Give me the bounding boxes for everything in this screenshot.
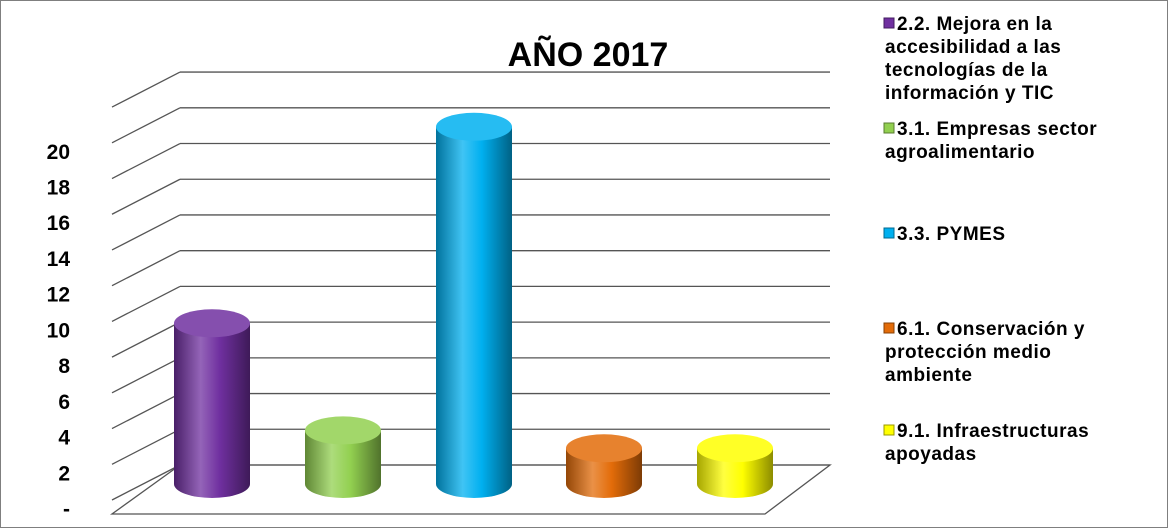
y-tick-label: 4 xyxy=(58,427,70,450)
grid-diagonal xyxy=(111,71,181,108)
bar-1 xyxy=(174,309,250,498)
bar-top xyxy=(174,309,250,338)
y-tick-label: 8 xyxy=(58,355,70,378)
grid-diagonal xyxy=(111,285,181,322)
legend-label: tecnologías de la xyxy=(885,60,1048,81)
bar-body xyxy=(436,126,512,499)
legend-item: 3.3. PYMES xyxy=(883,224,1006,245)
legend-label: accesibilidad a las xyxy=(885,37,1061,58)
grid-diagonal xyxy=(111,107,181,144)
bar-body xyxy=(566,448,642,498)
legend-label: protección medio xyxy=(885,342,1051,363)
grid-diagonal xyxy=(111,142,181,180)
legend-swatch xyxy=(883,227,895,239)
bar-top xyxy=(697,434,773,463)
grid-diagonal xyxy=(111,428,181,465)
legend-label: 9.1. Infraestructuras xyxy=(897,421,1089,442)
y-tick-label: 18 xyxy=(47,177,71,200)
legend-swatch xyxy=(883,122,895,134)
legend-label: información y TIC xyxy=(885,83,1054,104)
y-tick-label: 16 xyxy=(47,212,70,235)
grid-diagonal xyxy=(111,250,181,287)
legend-swatch xyxy=(883,17,895,29)
bar-body xyxy=(305,430,381,498)
legend-label: 2.2. Mejora en la xyxy=(897,14,1052,35)
y-tick-label: 20 xyxy=(47,141,70,164)
y-tick-label: - xyxy=(63,498,70,521)
legend-label: ambiente xyxy=(885,365,972,386)
grid-diagonal xyxy=(111,392,181,430)
legend-label: 6.1. Conservación y xyxy=(897,319,1085,340)
legend-swatch xyxy=(883,424,895,436)
y-tick-label: 14 xyxy=(47,248,71,271)
grid-diagonal xyxy=(111,214,181,251)
grid-diagonal xyxy=(111,464,181,501)
y-axis-ticks: - 2 4 6 8 10 12 14 16 18 20 xyxy=(47,141,71,521)
legend-label: 3.1. Empresas sector xyxy=(897,119,1097,140)
chart-bars xyxy=(174,112,773,499)
y-tick-label: 12 xyxy=(47,284,70,307)
bar-3 xyxy=(436,112,512,499)
chart-title: AÑO 2017 xyxy=(508,36,669,74)
bar-top xyxy=(566,434,642,463)
grid-diagonal xyxy=(111,357,181,394)
legend-label: agroalimentario xyxy=(885,142,1035,163)
bar-body xyxy=(697,448,773,498)
y-tick-label: 10 xyxy=(47,319,70,342)
legend-swatch xyxy=(883,322,895,334)
bar-top xyxy=(305,416,381,445)
legend-label: apoyadas xyxy=(885,444,977,465)
y-tick-label: 2 xyxy=(58,462,70,485)
bar-top xyxy=(436,112,512,141)
bar-2 xyxy=(305,416,381,498)
y-tick-label: 6 xyxy=(58,391,70,414)
bar-5 xyxy=(697,434,773,498)
grid-diagonal xyxy=(111,178,181,215)
bar-body xyxy=(174,323,250,498)
legend-label: 3.3. PYMES xyxy=(897,224,1006,245)
grid-diagonal xyxy=(111,321,181,358)
bar-4 xyxy=(566,434,642,498)
